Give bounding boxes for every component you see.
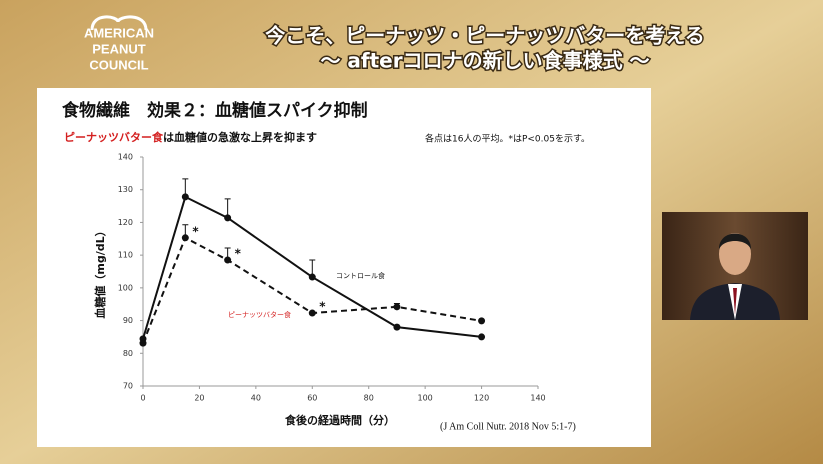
lead-rest: は血糖値の急激な上昇を抑ます [163,130,317,144]
y-tick-label: 140 [118,153,133,162]
x-tick-label: 20 [194,394,204,403]
x-tick-label: 100 [418,394,433,403]
presenter-head [719,233,751,275]
x-tick-label: 120 [474,394,489,403]
y-tick-label: 70 [123,382,133,391]
data-point [224,256,232,264]
slide [37,88,651,447]
header-subtitle: 〜 afterコロナの新しい食事様式 〜 [320,49,649,73]
y-tick-label: 90 [123,316,133,325]
data-point [393,303,401,311]
y-tick-label: 80 [123,349,133,358]
lead-highlight: ピーナッツバター食 [64,130,164,144]
series-line [142,195,482,340]
data-point [181,193,189,201]
presenter-tie [733,288,737,315]
slide-title: 食物繊維 効果２：血糖値スパイク抑制 [62,100,368,121]
presenter-hair [718,233,752,250]
x-tick-label: 60 [307,394,317,403]
y-tick-label: 100 [118,283,133,292]
header-title: 今こそ、ピーナッツ・ピーナッツバターを考える [265,24,704,48]
slide-lead: ピーナッツバター食は血糖値の急激な上昇を抑ます [64,130,317,144]
y-axis-label: 血糖値（mg/dL） [93,225,107,318]
y-tick-label: 120 [118,218,133,227]
y-tick-label: 130 [118,185,133,194]
data-point [393,323,401,331]
data-point [181,234,189,242]
data-point [308,273,316,281]
series-label: コントロール食 [336,271,385,280]
x-tick-label: 80 [364,394,374,403]
logo-arc [90,15,148,31]
source: (J Am Coll Nutr. 2018 Nov 5:1-7) [440,421,576,432]
slide-note: 各点は16人の平均。*はP<0.05を示す。 [425,133,590,145]
data-point [224,214,232,222]
data-point [139,339,147,347]
x-tick-label: 40 [251,394,261,403]
x-tick-label: 0 [140,394,145,403]
data-point [478,317,486,325]
significance-mark: * [319,300,326,314]
significance-mark: * [192,224,199,238]
series-line [142,236,482,344]
series-label: ピーナッツバター食 [228,310,291,319]
logo-line: COUNCIL [89,57,148,72]
significance-mark: * [235,247,242,261]
data-point [308,309,316,317]
logo-line: AMERICAN [84,25,154,40]
y-tick-label: 110 [118,251,133,260]
x-axis-label: 食後の経過時間（分） [285,413,395,427]
x-tick-label: 140 [530,394,545,403]
logo-line: PEANUT [92,41,146,56]
data-point [478,333,486,341]
